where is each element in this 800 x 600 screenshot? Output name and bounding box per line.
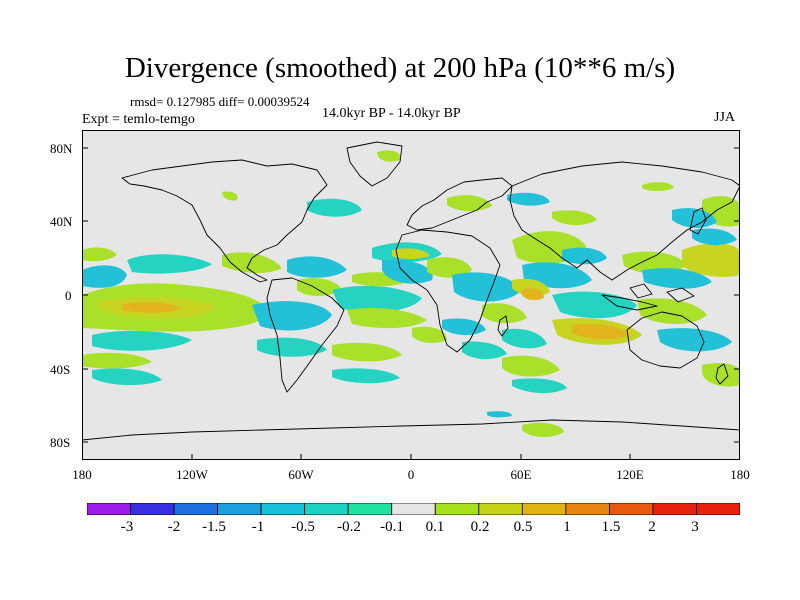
lon-label-60w: 60W [288, 467, 314, 482]
cb-label: -1 [251, 519, 265, 535]
stats-text: rmsd= 0.127985 diff= 0.00039524 [130, 94, 310, 109]
season-label: JJA [714, 110, 736, 125]
cb-label: -0.5 [291, 519, 315, 535]
cb-label: 2 [648, 519, 656, 535]
colorbar-swatch [304, 503, 349, 515]
colorbar-swatch [696, 503, 740, 515]
lat-label-eq: 0 [65, 288, 72, 303]
cb-label: -0.2 [337, 519, 361, 535]
lon-label-180w: 180 [72, 467, 92, 482]
lat-label-40s: 40S [50, 362, 71, 377]
cb-label: 0.5 [513, 519, 533, 535]
cb-label: -0.1 [380, 519, 404, 535]
coastlines [82, 141, 740, 441]
lat-label-80s: 80S [50, 435, 71, 450]
colorbar-swatch [391, 503, 436, 515]
colorbar-swatch [87, 503, 131, 515]
cb-label: 1 [563, 519, 571, 535]
tick-marks [82, 147, 740, 460]
period-label: 14.0kyr BP - 14.0kyr BP [322, 106, 461, 121]
colorbar-swatch [565, 503, 610, 515]
colorbar [87, 503, 740, 515]
lat-label-80n: 80N [50, 141, 73, 156]
field-contours [82, 150, 740, 438]
divergence-map [82, 130, 740, 460]
colorbar-swatch [652, 503, 697, 515]
colorbar-swatch [260, 503, 306, 515]
cb-label: 3 [691, 519, 699, 535]
colorbar-swatch [130, 503, 175, 515]
lon-label-120e: 120E [616, 467, 644, 482]
colorbar-swatch [521, 503, 567, 515]
cb-label: -3 [120, 519, 134, 535]
cb-label: -2 [167, 519, 181, 535]
colorbar-swatch [609, 503, 654, 515]
cb-label: 1.5 [601, 519, 621, 535]
cb-label: 0.1 [425, 519, 445, 535]
lon-label-180e: 180 [730, 467, 750, 482]
colorbar-swatch [478, 503, 523, 515]
colorbar-swatch [173, 503, 218, 515]
cb-label: -1.5 [202, 519, 226, 535]
colorbar-swatch [217, 503, 262, 515]
experiment-label: Expt = temlo-temgo [82, 112, 195, 127]
lon-label-0: 0 [407, 467, 415, 482]
lon-label-120w: 120W [176, 467, 208, 482]
chart-title: Divergence (smoothed) at 200 hPa (10**6 … [124, 52, 676, 84]
colorbar-swatch [347, 503, 393, 515]
lat-label-40n: 40N [50, 214, 73, 229]
cb-label: 0.2 [470, 519, 490, 535]
colorbar-swatch [434, 503, 480, 515]
lon-label-60e: 60E [510, 467, 532, 482]
